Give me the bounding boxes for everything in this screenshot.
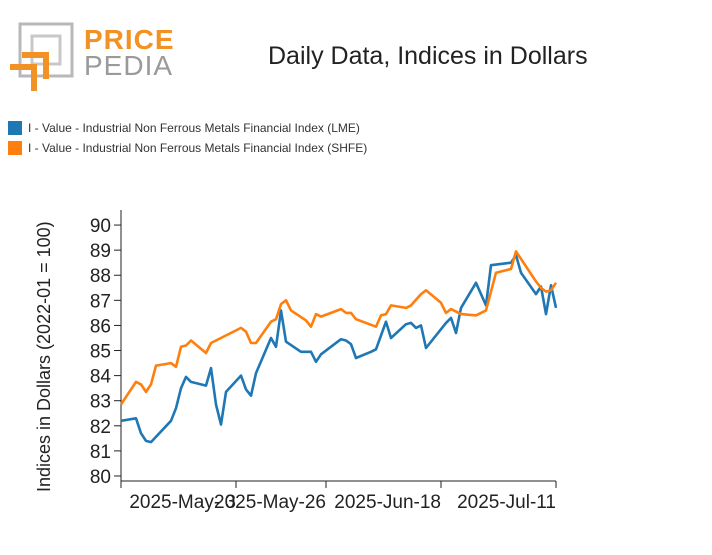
y-tick-label: 80	[90, 467, 111, 488]
legend-item-lme[interactable]: I - Value - Industrial Non Ferrous Metal…	[8, 118, 367, 138]
legend: I - Value - Industrial Non Ferrous Metal…	[8, 118, 367, 158]
chart-title: Daily Data, Indices in Dollars	[268, 42, 588, 70]
x-tick-label: 2025-May-26	[214, 492, 326, 513]
legend-label-lme: I - Value - Industrial Non Ferrous Metal…	[28, 121, 360, 135]
y-tick-label: 90	[90, 216, 111, 237]
y-tick-label: 86	[90, 316, 111, 337]
logo-mark-icon	[10, 22, 74, 91]
y-tick-label: 82	[90, 417, 111, 438]
pricepedia-logo: PRICE PEDIA	[8, 22, 174, 92]
legend-label-shfe: I - Value - Industrial Non Ferrous Metal…	[28, 141, 368, 155]
y-tick-label: 87	[90, 291, 111, 312]
legend-swatch-shfe	[8, 141, 22, 155]
y-tick-label: 89	[90, 241, 111, 262]
legend-swatch-lme	[8, 121, 22, 135]
y-tick-label: 88	[90, 266, 111, 287]
logo-text-price: PRICE	[84, 24, 175, 55]
y-tick-label: 85	[90, 342, 111, 363]
logo-text-pedia: PEDIA	[84, 50, 174, 81]
x-tick-label: 2025-Jun-18	[334, 492, 441, 513]
legend-item-shfe[interactable]: I - Value - Industrial Non Ferrous Metal…	[8, 138, 367, 158]
series-line-shfe	[119, 250, 558, 406]
y-tick-label: 81	[90, 442, 111, 463]
y-tick-label: 84	[90, 367, 112, 388]
x-tick-label: 2025-Jul-11	[457, 492, 556, 513]
x-tick-label: 2025-May- 3	[129, 492, 236, 513]
series-line-lme	[120, 253, 558, 444]
y-tick-label: 83	[90, 392, 111, 413]
